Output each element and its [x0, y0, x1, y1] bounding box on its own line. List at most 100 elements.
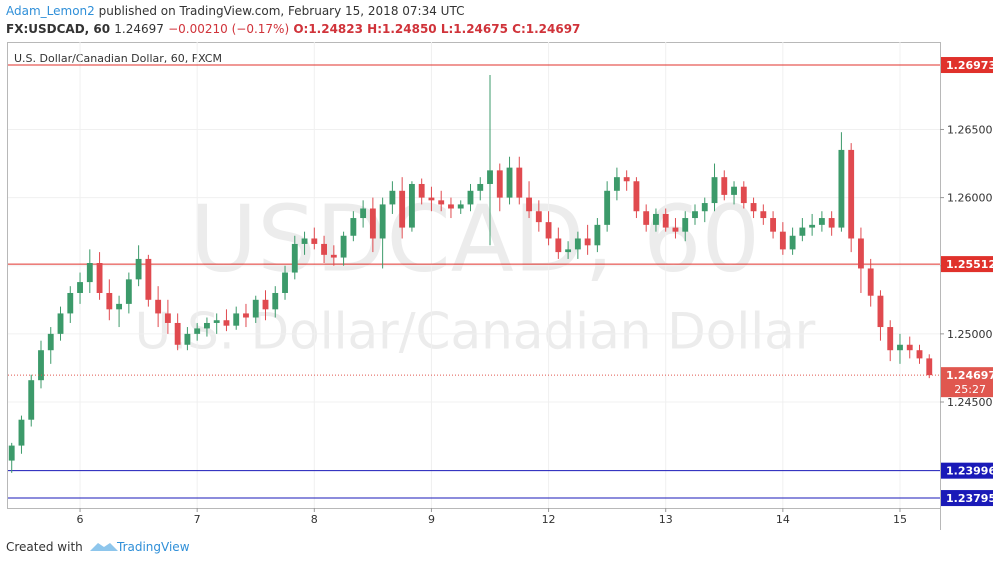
candle-body	[223, 320, 230, 326]
header-line: Adam_Lemon2 published on TradingView.com…	[6, 4, 464, 18]
candle-body	[57, 313, 64, 334]
candle-body	[701, 203, 708, 212]
candle-body	[213, 320, 220, 323]
candle-body	[321, 243, 327, 255]
candle-body	[369, 208, 376, 239]
candle-body	[653, 213, 659, 225]
candle-body	[906, 344, 913, 351]
candle-body	[47, 333, 54, 351]
candle-body	[399, 190, 406, 228]
candle-body	[682, 218, 689, 232]
candle-body	[155, 299, 162, 314]
candle-body	[135, 258, 142, 280]
candle-body	[916, 350, 923, 359]
candle-body	[145, 258, 152, 300]
candle-body	[233, 313, 240, 326]
candle-body	[448, 204, 454, 209]
candle-body	[897, 344, 903, 351]
candle-body	[125, 279, 132, 304]
candle-body	[799, 227, 806, 236]
x-tick-label: 14	[776, 513, 790, 526]
candle-body	[164, 313, 171, 323]
candle-body	[106, 292, 113, 310]
footer-brand[interactable]: TradingView	[116, 540, 190, 554]
candle-body	[858, 238, 864, 269]
watermark-sub: U.S. Dollar/Canadian Dollar	[135, 303, 816, 361]
candle-body	[789, 235, 796, 250]
candle-body	[555, 238, 562, 253]
y-tick-label: 1.24500	[947, 396, 993, 409]
candle-body	[506, 167, 513, 198]
candle-body	[565, 249, 572, 253]
candle-body	[643, 211, 650, 225]
candle-body	[760, 211, 767, 219]
candle-body	[116, 303, 123, 310]
candle-body	[457, 204, 464, 209]
candle-body	[18, 419, 25, 446]
candle-body	[662, 213, 669, 228]
candle-body	[428, 197, 435, 201]
candle-body	[535, 211, 542, 223]
candle-body	[389, 190, 396, 205]
tv-logo	[90, 543, 118, 551]
candle-body	[818, 218, 825, 225]
ohlc-close: C:1.24697	[512, 22, 580, 36]
x-tick-label: 12	[542, 513, 556, 526]
ohlc-low: L:1.24675	[441, 22, 508, 36]
last-price-label: 1.24697	[946, 369, 996, 382]
candle-body	[438, 200, 445, 205]
candle-body	[613, 177, 620, 191]
candle-body	[770, 218, 777, 232]
candle-body	[574, 238, 581, 250]
candle-body	[272, 292, 279, 310]
candle-body	[594, 224, 601, 246]
candle-body	[418, 183, 425, 198]
candle-body	[877, 295, 884, 328]
quote-line: FX:USDCAD, 60 1.24697 −0.00210 (−0.17%) …	[6, 22, 580, 36]
candle-body	[692, 211, 698, 219]
candle-body	[252, 299, 259, 318]
candle-body	[96, 263, 103, 293]
candle-body	[867, 268, 874, 296]
x-tick-label: 6	[77, 513, 84, 526]
candle-body	[828, 218, 835, 228]
author: Adam_Lemon2	[6, 4, 95, 18]
candle-body	[604, 190, 611, 225]
candle-body	[672, 227, 679, 232]
candle-body	[623, 177, 630, 182]
level-label: 1.23996	[946, 465, 996, 478]
level-label: 1.25512	[946, 258, 996, 271]
candle-body	[477, 183, 484, 191]
candle-body	[731, 186, 737, 195]
ohlc-high: H:1.24850	[367, 22, 437, 36]
x-tick-label: 7	[194, 513, 201, 526]
level-label: 1.23795	[946, 492, 996, 505]
x-tick-label: 13	[659, 513, 673, 526]
candle-body	[838, 149, 845, 228]
x-tick-label: 15	[893, 513, 907, 526]
candle-body	[340, 235, 347, 258]
candle-body	[809, 224, 816, 228]
candle-body	[740, 186, 747, 204]
candle-body	[496, 170, 503, 198]
candle-body	[526, 197, 532, 212]
candle-body	[848, 149, 855, 239]
candle-body	[67, 292, 74, 314]
candle-body	[633, 181, 640, 212]
candle-body	[360, 208, 367, 219]
last-quote: 1.24697	[114, 22, 164, 36]
candle-body	[467, 190, 474, 205]
candle-body	[779, 231, 786, 250]
level-label-box	[941, 462, 993, 479]
candle-body	[711, 177, 718, 204]
watermark: USDCAD, 60	[190, 185, 760, 292]
y-tick-label: 1.26000	[947, 192, 993, 205]
candle-body	[887, 327, 894, 351]
level-label: 1.26973	[946, 59, 996, 72]
candle-body	[487, 170, 493, 184]
x-tick-label: 8	[311, 513, 318, 526]
candle-body	[8, 445, 15, 461]
candle-body	[38, 350, 44, 381]
y-tick-label: 1.26500	[947, 123, 993, 136]
